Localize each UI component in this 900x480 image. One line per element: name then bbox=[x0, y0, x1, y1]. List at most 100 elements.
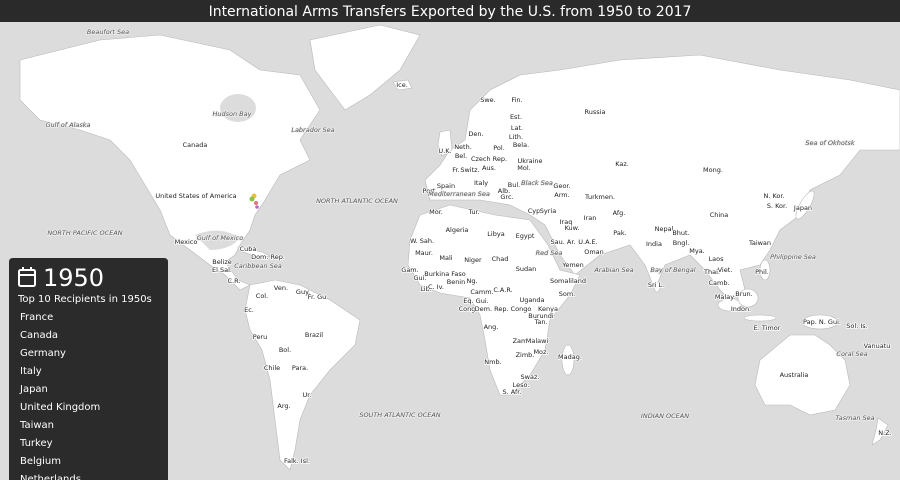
map-label: Alb. bbox=[498, 187, 510, 195]
map-label: Somaliland bbox=[550, 277, 586, 285]
eurasia bbox=[424, 54, 900, 301]
map-label: Sau. Ar. bbox=[551, 238, 576, 246]
map-label: Para. bbox=[292, 364, 308, 372]
map-label: Arabian Sea bbox=[593, 266, 633, 274]
recipient: Netherlands bbox=[20, 474, 81, 480]
map-label: S. Kor. bbox=[767, 202, 787, 210]
map-label: Libya bbox=[487, 230, 504, 238]
recipient: Taiwan bbox=[19, 420, 54, 431]
map-label: Bela. bbox=[513, 141, 529, 149]
map-label: Uganda bbox=[519, 296, 544, 304]
map-label: Cyp. bbox=[528, 207, 543, 215]
map-label: Gulf of Alaska bbox=[45, 121, 90, 129]
map-label: Pak. bbox=[613, 229, 626, 237]
map-label: Sol. Is. bbox=[846, 322, 867, 330]
title: International Arms Transfers Exported by… bbox=[209, 4, 692, 20]
map-label: Fr. bbox=[452, 166, 459, 174]
map-label: Philippine Sea bbox=[770, 253, 816, 261]
map-label: Russia bbox=[585, 108, 606, 116]
map-label: Czech Rep. bbox=[471, 155, 507, 163]
map-label: Est. bbox=[510, 113, 522, 121]
map-label: Syria bbox=[540, 207, 556, 215]
map-label: NORTH PACIFIC OCEAN bbox=[47, 229, 122, 237]
map-label: Arg. bbox=[277, 402, 290, 410]
map-label: Mya. bbox=[689, 247, 705, 255]
map-label: Zimb. bbox=[516, 351, 535, 359]
britain bbox=[437, 129, 453, 157]
map-label: Iran bbox=[584, 214, 597, 222]
map-label: Dem. Rep. Congo bbox=[475, 305, 532, 313]
map-label: Turkmen. bbox=[584, 193, 615, 201]
map-label: Iraq bbox=[560, 218, 573, 226]
map-label: Neth. bbox=[454, 143, 472, 151]
map-label: India bbox=[646, 240, 662, 248]
map-label: W. Sah. bbox=[410, 237, 434, 245]
map-label: Malay. bbox=[715, 293, 735, 301]
map-label: Swaz. bbox=[521, 373, 540, 381]
map-label: SOUTH ATLANTIC OCEAN bbox=[359, 411, 440, 419]
map-label: Spain bbox=[437, 182, 455, 190]
map-label: Yemen bbox=[561, 261, 584, 269]
map-label: Ukraine bbox=[517, 157, 542, 165]
cuba bbox=[237, 246, 272, 258]
map-label: Som. bbox=[559, 290, 576, 298]
map-label: Bay of Bengal bbox=[650, 266, 695, 274]
map-label: Nepal bbox=[655, 225, 674, 233]
map-label: Grc. bbox=[500, 193, 513, 201]
map-label: Mol. bbox=[517, 164, 530, 172]
philippines bbox=[759, 259, 771, 281]
recipient: Turkey bbox=[19, 438, 53, 449]
map-label: Ice. bbox=[396, 81, 408, 89]
map-label: Ur. bbox=[303, 391, 312, 399]
map-label: Tan. bbox=[533, 318, 547, 326]
map-label: Canada bbox=[183, 141, 208, 149]
map-label: Chile bbox=[264, 364, 280, 372]
map-label: Maur. bbox=[415, 249, 433, 257]
map-label: Geor. bbox=[553, 182, 570, 190]
recipient: Germany bbox=[20, 348, 66, 359]
marker bbox=[249, 196, 255, 202]
map-label: Bol. bbox=[279, 346, 291, 354]
greenland bbox=[309, 24, 421, 111]
map-label: Lith. bbox=[509, 133, 523, 141]
map-label: Brun. bbox=[735, 290, 752, 298]
map-label: Falk. Isl. bbox=[284, 457, 310, 465]
map-label: Madag. bbox=[558, 353, 582, 361]
map-label: Burkina Faso bbox=[424, 270, 466, 278]
map-label: Coral Sea bbox=[836, 350, 867, 358]
map-label: Lat. bbox=[511, 124, 523, 132]
map-label: Eq. Gui. bbox=[463, 297, 488, 305]
map-label: Black Sea bbox=[521, 179, 553, 187]
map-label: Kenya bbox=[538, 305, 558, 313]
map-label: Aus. bbox=[482, 164, 496, 172]
map-label: C.R. bbox=[228, 277, 241, 285]
panel: 1950 Top 10 Recipients in 1950s France Ca… bbox=[9, 258, 168, 480]
map-label: N.Z. bbox=[878, 429, 891, 437]
map-label: Fr. Gu bbox=[308, 293, 327, 301]
map-label: NORTH ATLANTIC OCEAN bbox=[316, 197, 398, 205]
map-label: Phil. bbox=[755, 268, 769, 276]
map-label: Dom. Rep. bbox=[251, 253, 285, 261]
map-label: Red Sea bbox=[536, 249, 563, 257]
map-label: Peru bbox=[253, 333, 267, 341]
map-label: Hudson Bay bbox=[213, 110, 252, 118]
map-label: Gui. bbox=[413, 274, 426, 282]
japan-isles bbox=[795, 190, 815, 220]
calendar-icon bbox=[18, 267, 36, 287]
map-label: Mong. bbox=[703, 166, 723, 174]
borneo bbox=[737, 288, 759, 308]
map-label: Niger bbox=[464, 256, 482, 264]
map-label: Col. bbox=[256, 292, 268, 300]
map-label: Brazil bbox=[305, 331, 323, 339]
map-label: Lib. bbox=[420, 285, 432, 293]
map-label: Afg. bbox=[613, 209, 626, 217]
map-label: Belize bbox=[212, 258, 231, 266]
map-label: Bngl. bbox=[673, 239, 690, 247]
java bbox=[743, 314, 777, 322]
map-label: Cuba bbox=[240, 245, 257, 253]
map-label: Pap. N. Gui. bbox=[803, 318, 841, 326]
recipient: Canada bbox=[20, 330, 58, 341]
map-label: S. Afr. bbox=[503, 388, 522, 396]
recipient: United Kingdom bbox=[20, 402, 100, 413]
map-label: Kaz. bbox=[615, 160, 629, 168]
